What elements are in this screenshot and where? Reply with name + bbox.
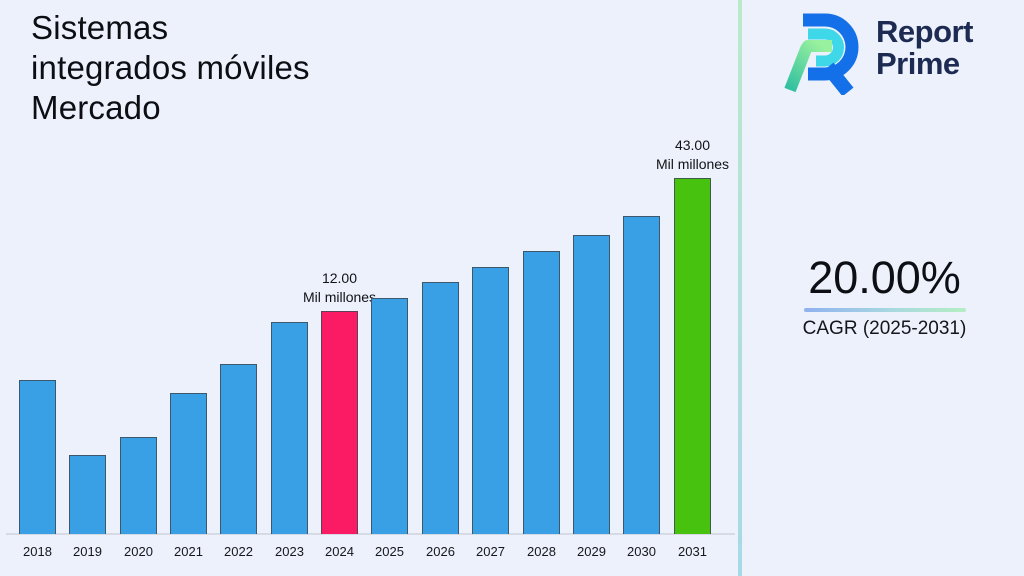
chart-title-line-2: integrados móviles	[31, 49, 310, 86]
bar-value-label-2024: 12.00 Mil millones	[302, 270, 377, 305]
bar-2022	[220, 364, 257, 534]
bar-2031	[674, 178, 711, 534]
x-tick-label-2029: 2029	[577, 544, 606, 559]
bar-value-label-2031: 43.00 Mil millones	[655, 137, 730, 172]
panel-divider	[738, 0, 742, 576]
x-tick-label-2021: 2021	[174, 544, 203, 559]
cagr-value: 20.00%	[808, 252, 961, 303]
x-tick-label-2024: 2024	[325, 544, 354, 559]
chart-title-line-1: Sistemas	[31, 9, 169, 46]
x-tick-label-2025: 2025	[375, 544, 404, 559]
bar-2023	[271, 322, 308, 534]
x-tick-label-2023: 2023	[275, 544, 304, 559]
chart-title: Sistemas integrados móviles Mercado	[31, 8, 391, 128]
chart-title-line-3: Mercado	[31, 89, 161, 126]
x-tick-label-2022: 2022	[224, 544, 253, 559]
x-tick-label-2018: 2018	[23, 544, 52, 559]
bar-2028	[523, 251, 560, 534]
report-prime-logo-icon	[784, 13, 859, 95]
bar-2020	[120, 437, 157, 534]
bar-2025	[371, 298, 408, 534]
cagr-underline	[803, 308, 966, 312]
x-tick-label-2030: 2030	[627, 544, 656, 559]
bar-2021	[170, 393, 207, 534]
x-tick-label-2026: 2026	[426, 544, 455, 559]
x-axis-line	[6, 533, 735, 535]
brand-block: Report Prime	[780, 10, 1010, 100]
bar-chart: 2018 2019 2020 2021 2022 2023 2024 12.00 Mil mi…	[6, 137, 735, 559]
bar-2027	[472, 267, 509, 534]
bar-2024	[321, 311, 358, 534]
bar-2026	[422, 282, 459, 534]
x-tick-label-2027: 2027	[476, 544, 505, 559]
cagr-block: 20.00% CAGR (2025-2031)	[792, 253, 977, 340]
x-tick-label-2019: 2019	[73, 544, 102, 559]
cagr-label: CAGR (2025-2031)	[802, 318, 967, 339]
brand-name-line-1: Report	[876, 14, 973, 49]
x-tick-label-2031: 2031	[678, 544, 707, 559]
x-tick-label-2020: 2020	[124, 544, 153, 559]
brand-name-line-2: Prime	[876, 46, 960, 81]
bar-2019	[69, 455, 106, 534]
bar-2030	[623, 216, 660, 534]
brand-name: Report Prime	[876, 16, 973, 80]
x-tick-label-2028: 2028	[527, 544, 556, 559]
bar-2018	[19, 380, 56, 534]
bar-2029	[573, 235, 610, 534]
